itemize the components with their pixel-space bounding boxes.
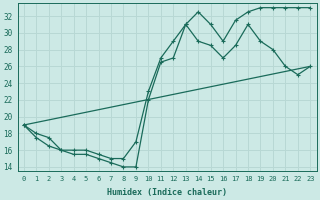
X-axis label: Humidex (Indice chaleur): Humidex (Indice chaleur) [107, 188, 227, 197]
